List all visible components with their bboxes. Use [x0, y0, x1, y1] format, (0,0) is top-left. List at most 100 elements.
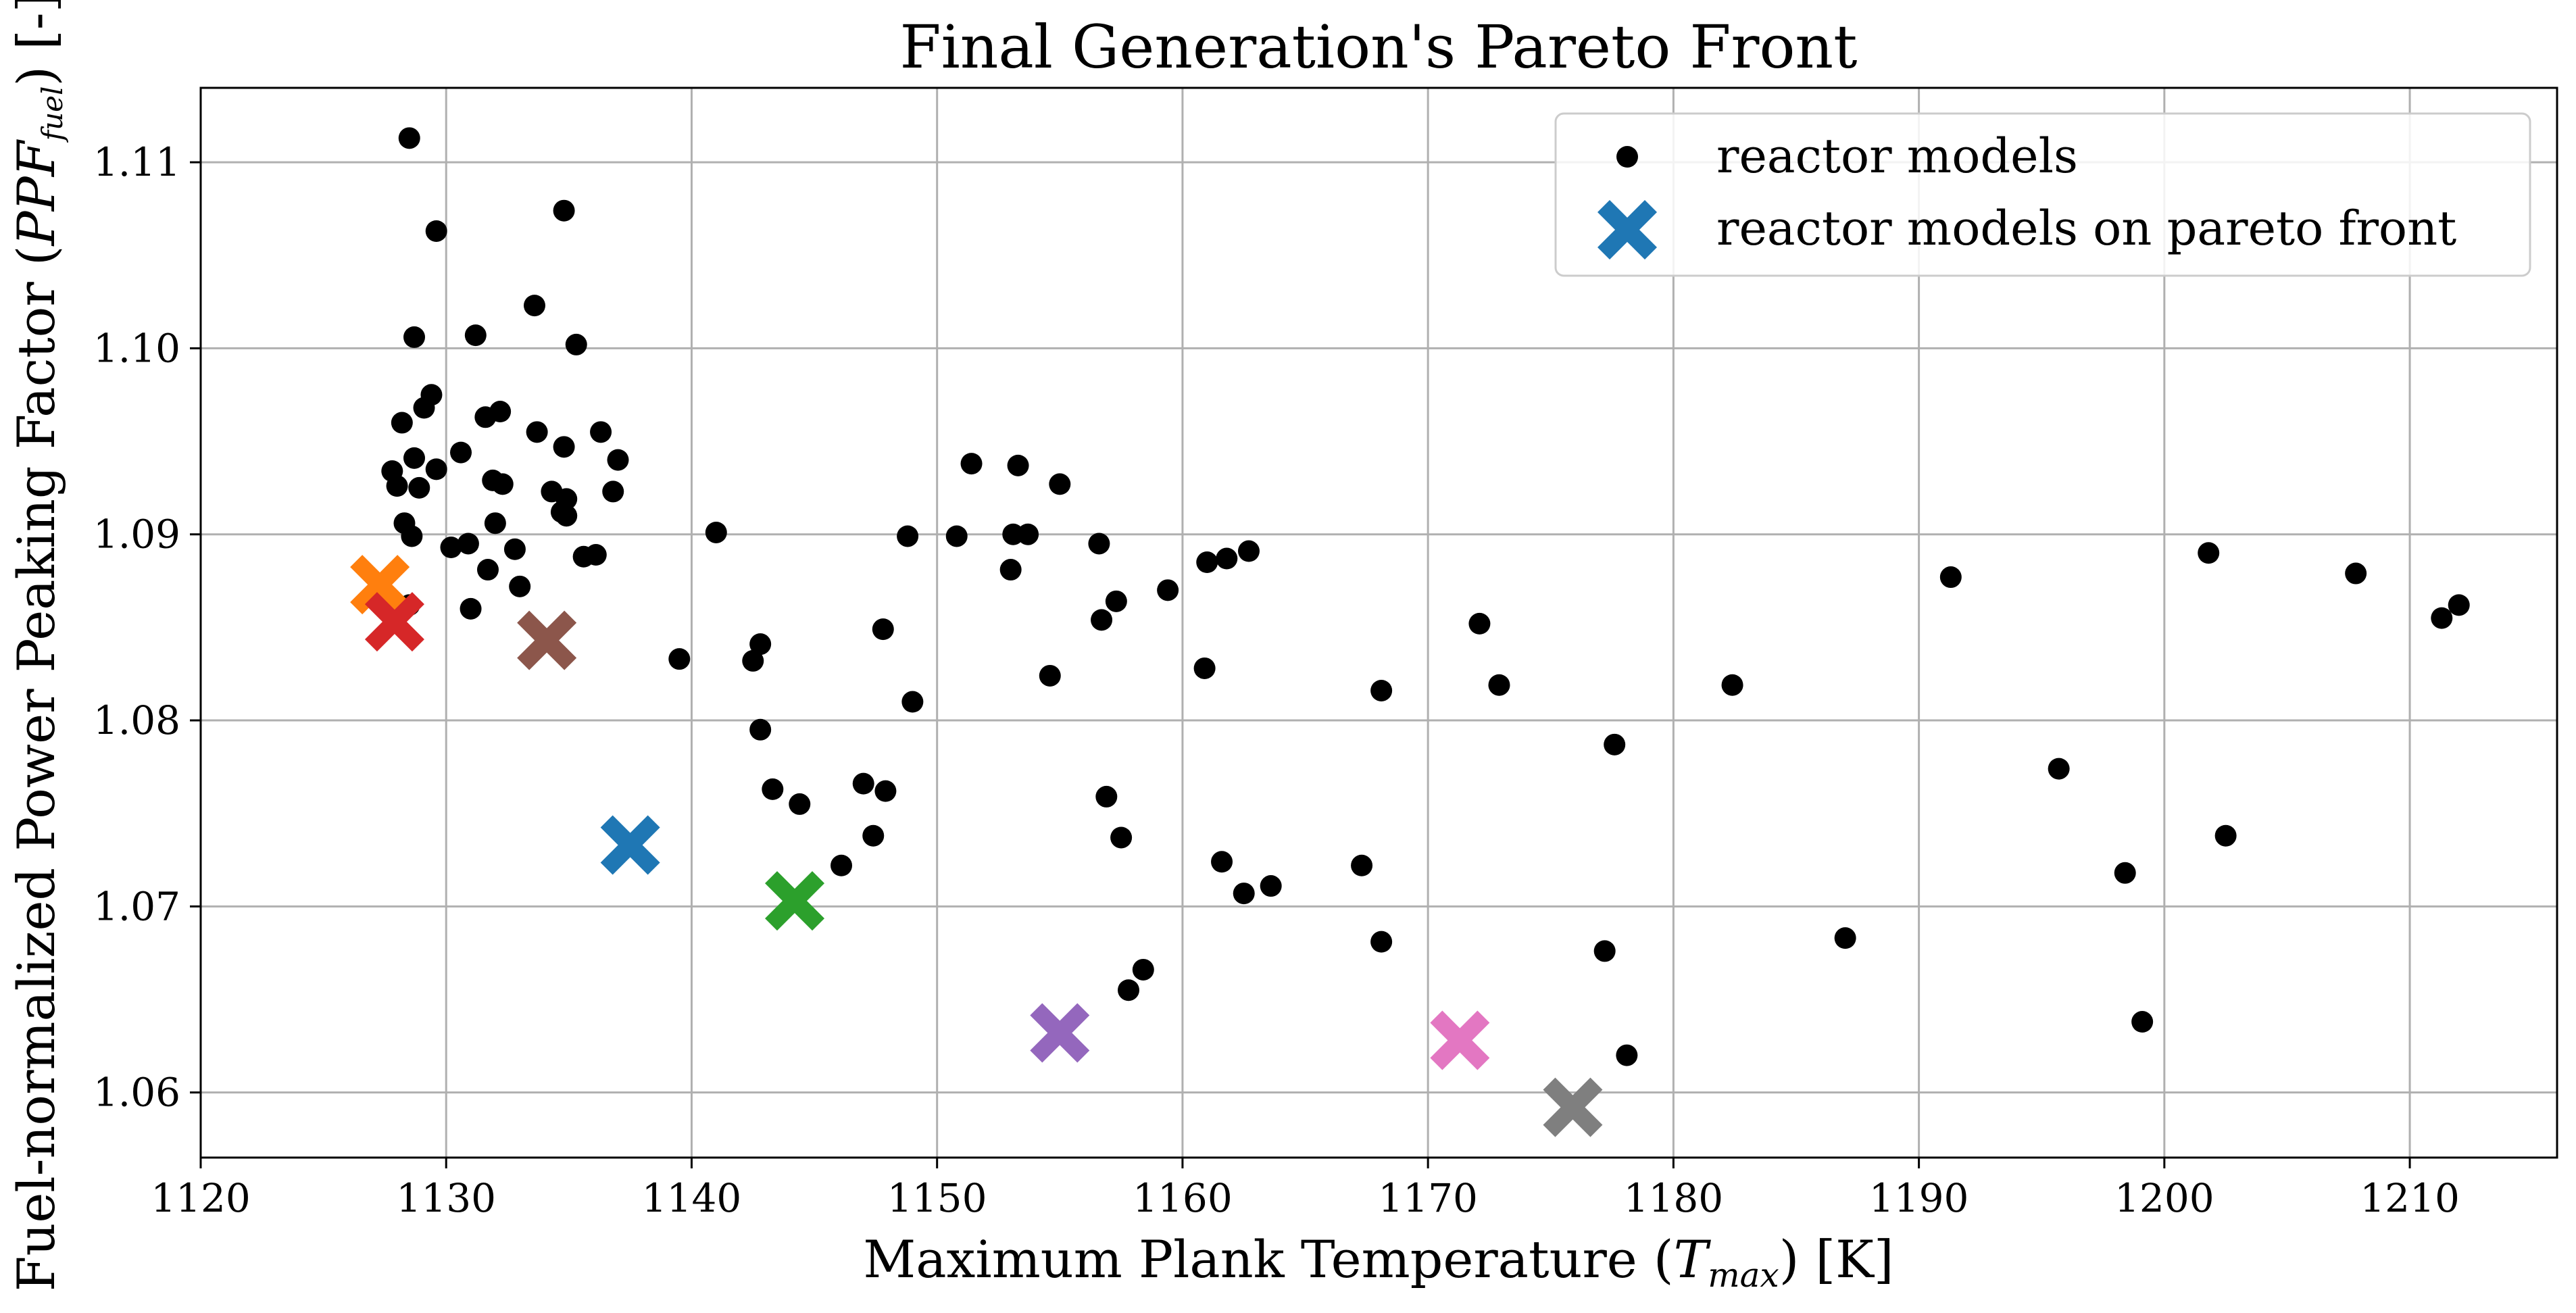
reactor-model-point	[553, 436, 575, 458]
y-axis-label-var: PPF	[6, 139, 66, 247]
reactor-model-point	[960, 453, 983, 475]
pareto-front-point	[364, 592, 424, 652]
reactor-model-point	[398, 127, 420, 149]
reactor-model-point	[1260, 875, 1282, 897]
y-tick-label: 1.09	[93, 512, 180, 558]
reactor-model-point	[705, 521, 727, 543]
reactor-model-point	[408, 476, 430, 499]
reactor-model-point	[1593, 940, 1616, 962]
reactor-model-point	[491, 473, 514, 495]
reactor-model-point	[440, 537, 462, 559]
reactor-model-point	[749, 718, 772, 741]
reactor-model-point	[503, 538, 526, 560]
reactor-model-point	[872, 618, 894, 641]
legend-dot-marker	[1616, 146, 1638, 168]
reactor-model-point	[509, 575, 531, 597]
y-tick-label: 1.11	[93, 139, 180, 185]
x-tick-label: 1200	[2114, 1175, 2214, 1221]
reactor-model-point	[425, 220, 447, 242]
reactor-model-point	[1370, 679, 1393, 701]
y-tick-label: 1.07	[93, 883, 180, 929]
reactor-model-point	[401, 525, 423, 547]
y-tick-label: 1.08	[93, 697, 180, 743]
reactor-model-point	[1237, 540, 1260, 562]
reactor-model-point	[945, 525, 968, 547]
y-axis-label-sub: fuel	[36, 86, 69, 143]
reactor-model-point	[2048, 758, 2070, 780]
grid-lines	[199, 88, 2557, 1158]
reactor-model-point	[831, 854, 853, 876]
reactor-model-point	[1216, 547, 1238, 570]
reactor-model-point	[590, 421, 612, 443]
reactor-model-point	[1118, 979, 1140, 1001]
pareto-front-point	[1030, 1003, 1090, 1063]
x-axis-label: Maximum Plank Temperature (Tmax) [K]	[863, 1229, 1893, 1295]
reactor-model-point	[464, 324, 487, 347]
reactor-model-point	[1370, 931, 1393, 953]
reactor-model-point	[1211, 851, 1233, 873]
data-points	[350, 127, 2470, 1137]
y-axis-label-main: Fuel-normalized Power Peaking Factor (	[6, 245, 66, 1291]
reactor-model-point	[1488, 674, 1510, 696]
y-tick-label: 1.10	[93, 325, 180, 371]
reactor-model-point	[607, 449, 629, 471]
axis-ticks: 1120 1130 1140 1150 1160 1170 1180 1190 1200 1210…	[93, 139, 2460, 1221]
pareto-front-point	[600, 815, 660, 875]
reactor-model-point	[450, 441, 472, 464]
legend-box	[1554, 112, 2531, 277]
reactor-model-point	[1616, 1044, 1638, 1066]
reactor-model-point	[1233, 883, 1255, 905]
reactor-model-point	[1105, 590, 1127, 612]
reactor-model-point	[1110, 826, 1133, 849]
reactor-model-point	[2114, 862, 2136, 884]
reactor-model-point	[1834, 927, 1856, 949]
reactor-model-point	[1039, 664, 1061, 687]
reactor-model-point	[403, 326, 426, 348]
reactor-model-point	[742, 649, 764, 672]
reactor-model-point	[1604, 733, 1626, 755]
reactor-model-point	[2345, 562, 2367, 585]
reactor-model-point	[457, 532, 479, 555]
x-tick-label: 1210	[2360, 1175, 2460, 1221]
reactor-model-point	[1132, 958, 1154, 981]
x-tick-label: 1120	[151, 1175, 251, 1221]
reactor-model-point	[555, 505, 578, 527]
y-axis-label-tail: ) [-]	[6, 0, 66, 86]
reactor-model-point	[602, 480, 624, 503]
x-axis-label-tail: ) [K]	[1779, 1229, 1894, 1289]
reactor-model-point	[460, 597, 482, 620]
reactor-model-point	[585, 544, 607, 566]
reactor-model-point	[762, 778, 784, 800]
pareto-front-point	[350, 555, 410, 615]
reactor-model-point	[413, 397, 435, 419]
reactor-model-point	[403, 447, 426, 469]
x-tick-label: 1130	[396, 1175, 496, 1221]
pareto-front-point	[1430, 1010, 1490, 1070]
reactor-model-point	[749, 633, 772, 655]
reactor-model-point	[476, 559, 499, 581]
x-tick-label: 1170	[1378, 1175, 1478, 1221]
reactor-model-point	[897, 525, 919, 547]
reactor-model-point	[484, 512, 506, 535]
x-tick-label: 1180	[1624, 1175, 1724, 1221]
reactor-model-point	[489, 401, 512, 423]
reactor-model-point	[526, 421, 548, 443]
reactor-model-point	[1088, 532, 1110, 555]
reactor-model-point	[999, 559, 1022, 581]
reactor-model-point	[862, 824, 885, 847]
reactor-model-point	[2448, 594, 2470, 616]
reactor-model-point	[523, 295, 545, 317]
x-axis-label-var: T	[1674, 1229, 1712, 1289]
x-tick-label: 1160	[1133, 1175, 1233, 1221]
reactor-model-point	[874, 780, 897, 802]
reactor-model-point	[565, 333, 587, 355]
reactor-model-point	[2131, 1011, 2154, 1033]
chart-title: Final Generation's Pareto Front	[900, 12, 1858, 82]
legend-entry-reactor-models: reactor models	[1716, 128, 2078, 184]
legend-x-marker	[1597, 200, 1657, 259]
reactor-model-point	[1721, 674, 1743, 696]
reactor-model-point	[852, 772, 874, 795]
x-tick-label: 1150	[887, 1175, 987, 1221]
x-axis-label-main: Maximum Plank Temperature (	[863, 1229, 1673, 1289]
pareto-front-point	[1543, 1077, 1603, 1137]
